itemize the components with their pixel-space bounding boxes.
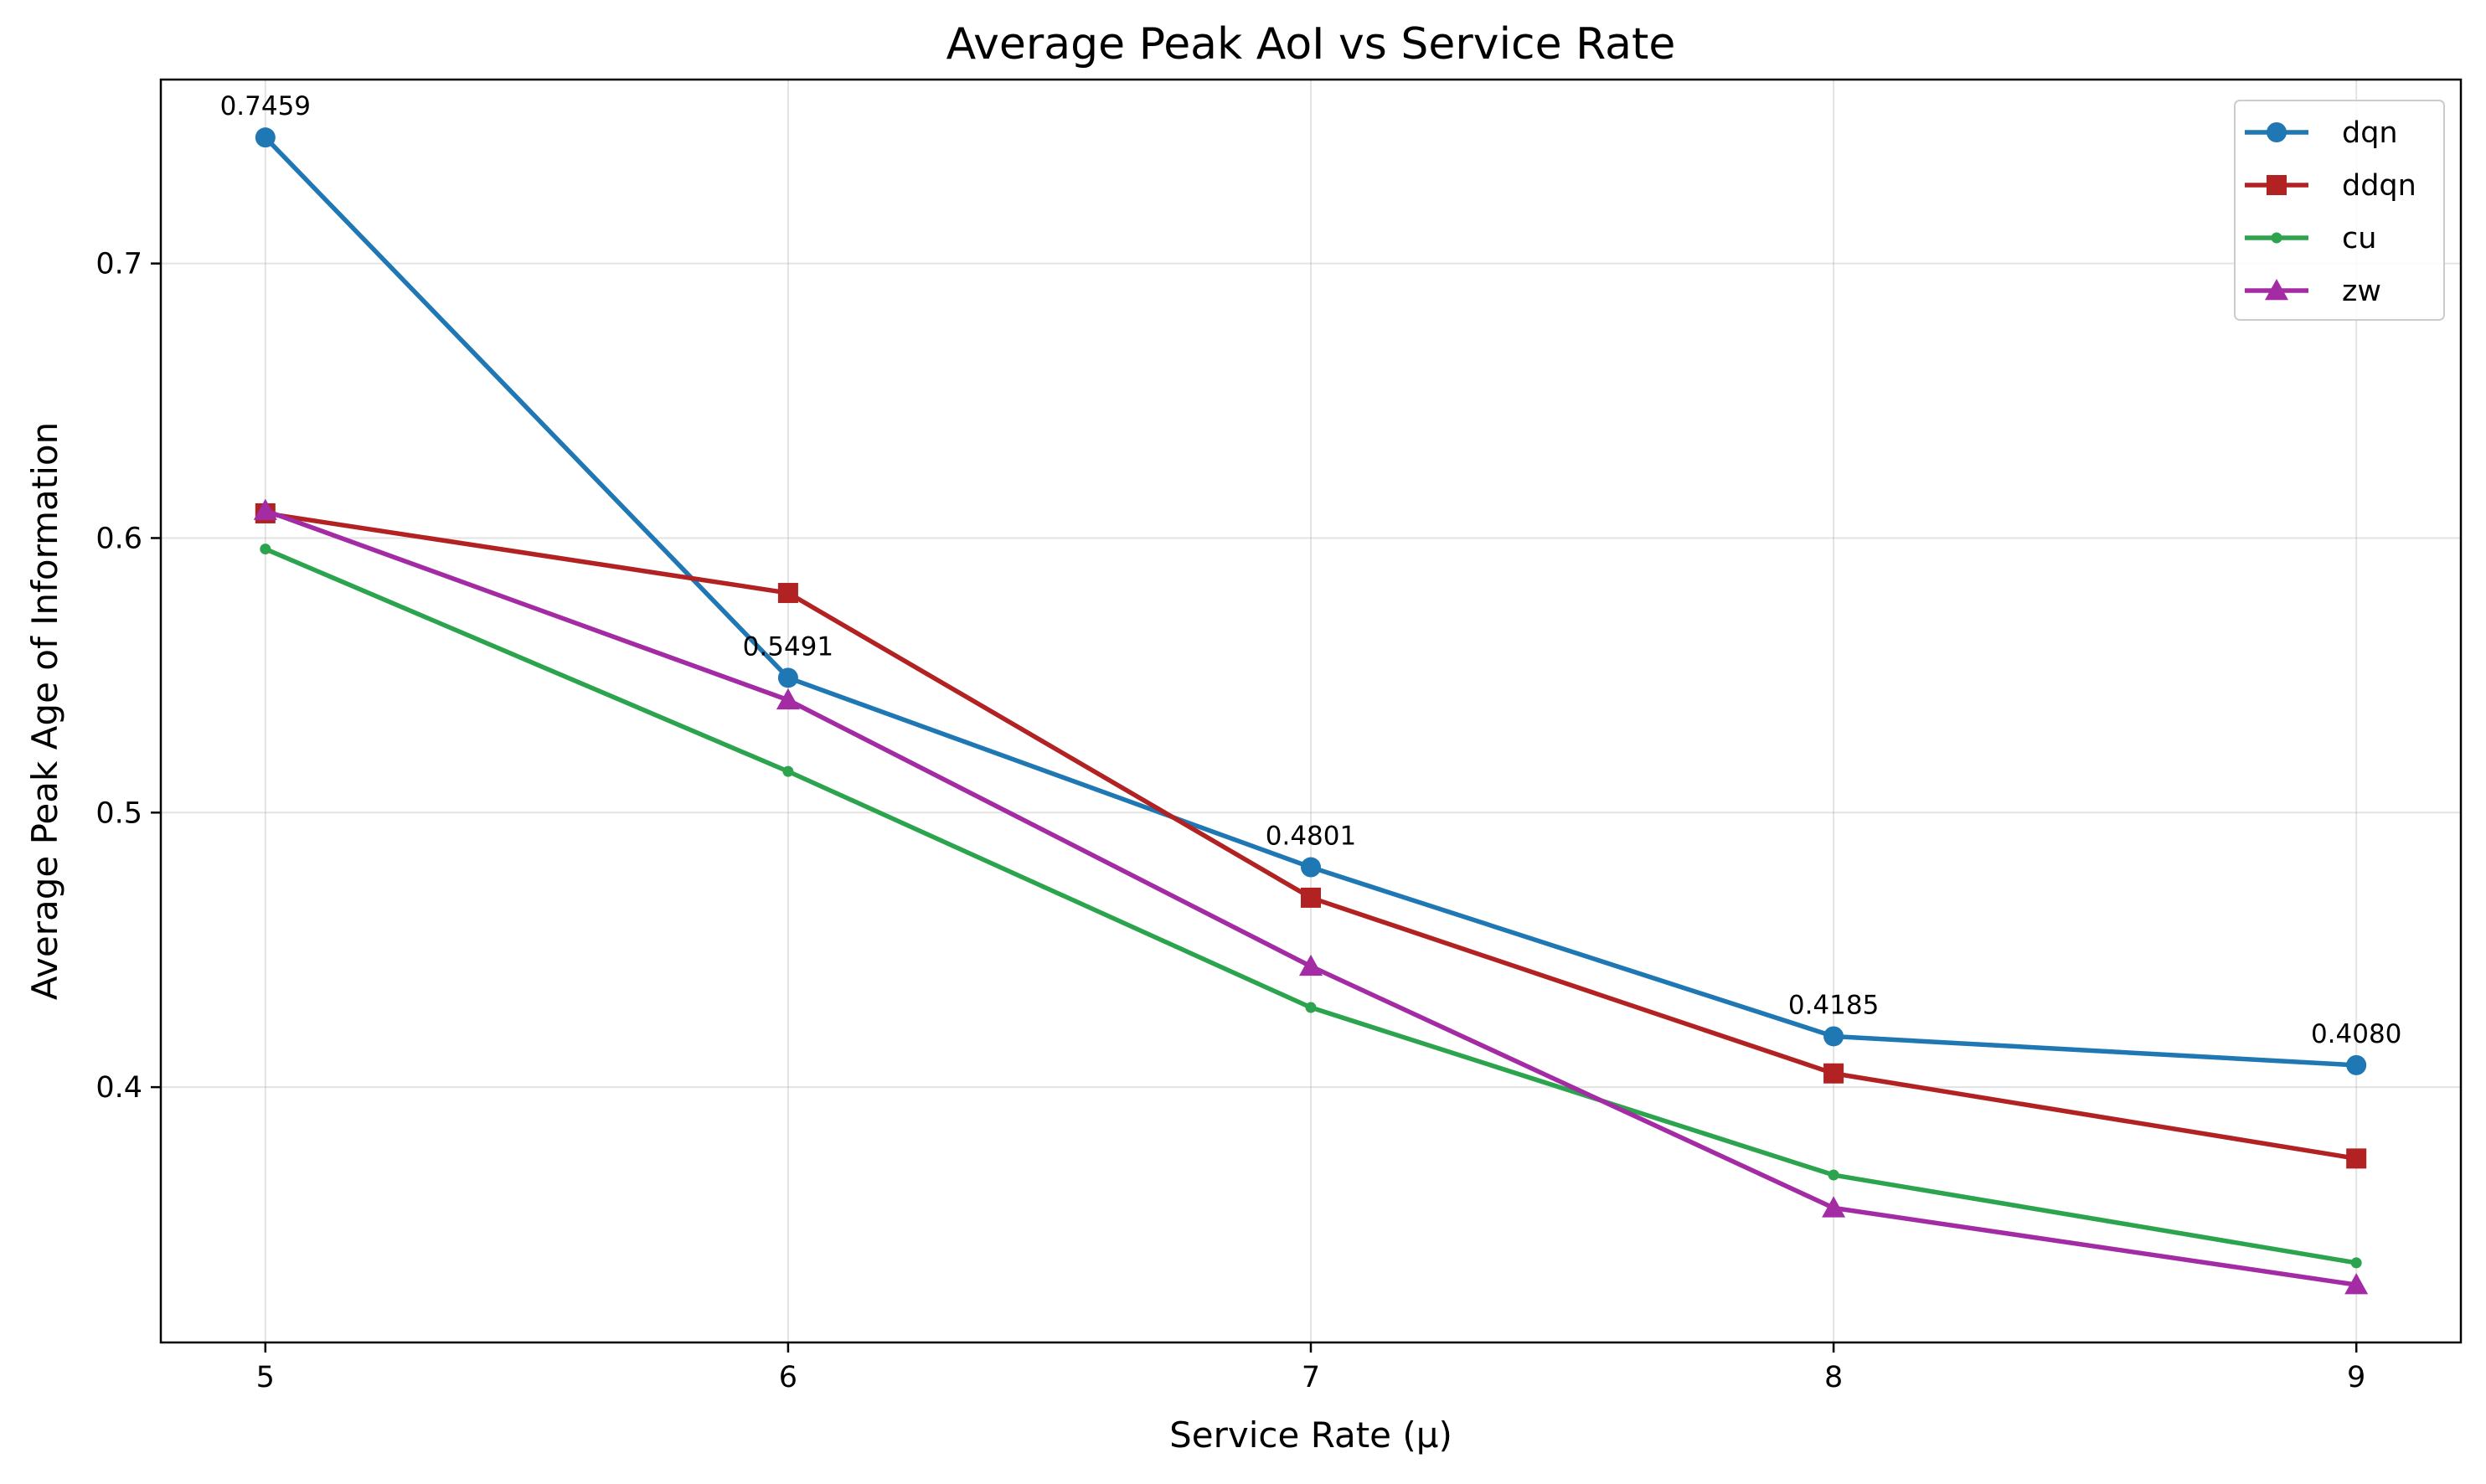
legend-box xyxy=(2234,100,2445,321)
data-point-dqn xyxy=(1301,857,1321,878)
data-point-cu xyxy=(260,544,271,555)
y-tick-label: 0.5 xyxy=(95,796,142,830)
data-point-zw xyxy=(1822,1196,1846,1218)
y-tick-label: 0.7 xyxy=(95,248,142,281)
data-point-dqn xyxy=(1823,1026,1844,1047)
data-point-zw xyxy=(776,688,800,710)
x-tick-label: 6 xyxy=(779,1361,797,1394)
data-point-zw xyxy=(1299,954,1323,976)
chart-title: Average Peak AoI vs Service Rate xyxy=(946,19,1676,70)
data-label: 0.4801 xyxy=(1266,822,1356,852)
legend-item-zw: zw xyxy=(2245,275,2381,308)
data-point-ddqn xyxy=(777,583,798,604)
annotations: 0.7459 0.5491 0.4801 0.4185 0.4080 xyxy=(220,91,2402,1049)
data-point-ddqn xyxy=(1823,1063,1844,1084)
x-axis-label: Service Rate (μ) xyxy=(1169,1414,1452,1456)
legend-label: ddqn xyxy=(2342,169,2416,203)
series-zw xyxy=(253,498,2369,1295)
y-axis: 0.4 0.5 0.6 0.7 xyxy=(95,248,161,1105)
y-axis-label: Average Peak Age of Information xyxy=(24,422,65,1000)
data-point-dqn xyxy=(255,127,276,148)
data-label: 0.7459 xyxy=(220,91,311,121)
grid xyxy=(161,80,2461,1342)
x-tick-label: 9 xyxy=(2347,1361,2365,1394)
legend-marker xyxy=(2267,175,2287,195)
data-point-ddqn xyxy=(2346,1148,2367,1169)
legend-marker xyxy=(2265,279,2288,301)
legend-label: zw xyxy=(2342,275,2381,308)
data-point-dqn xyxy=(777,667,798,688)
y-tick-label: 0.6 xyxy=(95,522,142,555)
data-point-cu xyxy=(2350,1257,2362,1269)
data-point-cu xyxy=(1828,1169,1839,1181)
x-axis: 5 6 7 8 9 xyxy=(256,1342,2365,1394)
x-tick-label: 8 xyxy=(1824,1361,1843,1394)
legend-marker xyxy=(2267,122,2287,142)
data-point-cu xyxy=(782,765,794,777)
data-point-dqn xyxy=(2346,1054,2367,1075)
data-point-cu xyxy=(1305,1002,1317,1013)
x-tick-label: 7 xyxy=(1302,1361,1320,1394)
series-cu xyxy=(260,544,2362,1269)
series-layer xyxy=(253,127,2369,1295)
legend-marker xyxy=(2271,232,2282,244)
legend-item-dqn: dqn xyxy=(2245,116,2398,150)
x-tick-label: 5 xyxy=(256,1361,275,1394)
y-tick-label: 0.4 xyxy=(95,1071,142,1105)
legend-item-cu: cu xyxy=(2245,222,2376,255)
legend-label: dqn xyxy=(2342,116,2398,150)
data-label: 0.5491 xyxy=(743,631,833,662)
data-point-zw xyxy=(2344,1273,2369,1295)
legend-item-ddqn: ddqn xyxy=(2245,169,2416,203)
data-point-zw xyxy=(253,498,277,520)
data-label: 0.4080 xyxy=(2311,1019,2401,1049)
data-point-ddqn xyxy=(1301,887,1321,908)
data-label: 0.4185 xyxy=(1788,990,1879,1020)
series-dqn xyxy=(255,127,2367,1075)
legend: dqn ddqn cu zw xyxy=(2234,100,2445,321)
legend-label: cu xyxy=(2342,222,2376,255)
